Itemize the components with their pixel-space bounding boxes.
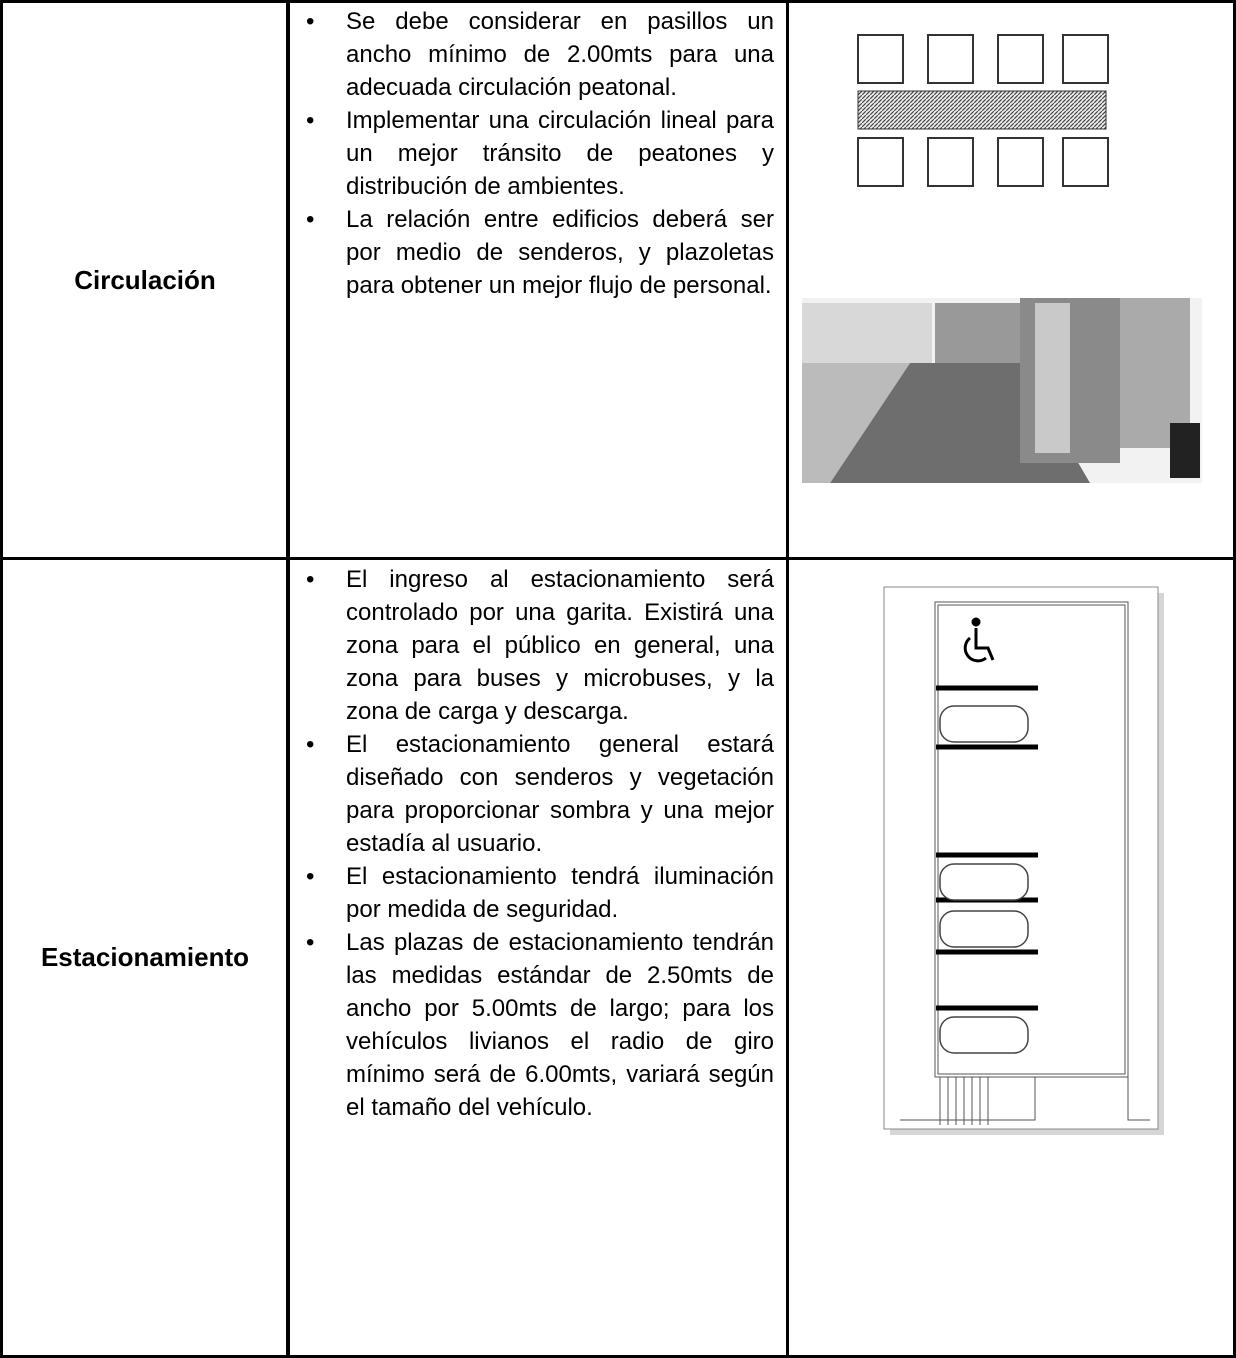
parking-plan	[883, 586, 1164, 1135]
border	[0, 1355, 1236, 1358]
border	[0, 0, 3, 1358]
border	[0, 557, 1236, 560]
bullet-item: La relación entre edificios deberá ser p…	[298, 203, 774, 302]
bullet-item: El estacionamiento general estará diseña…	[298, 728, 774, 860]
border	[286, 0, 290, 1358]
bullet-item: El estacionamiento tendrá iluminación po…	[298, 860, 774, 926]
bullet-item: Las plazas de estacionamiento tendrán la…	[298, 926, 774, 1124]
border	[0, 0, 1236, 3]
bullet-item: Implementar una circulación lineal para …	[298, 104, 774, 203]
border	[786, 0, 789, 1358]
bullet-item: El ingreso al estacionamiento será contr…	[298, 563, 774, 728]
border	[1233, 0, 1236, 1358]
bullet-item: Se debe considerar en pasillos un ancho …	[298, 5, 774, 104]
row-label: Estacionamiento	[40, 942, 250, 972]
bullet-list: Se debe considerar en pasillos un ancho …	[298, 5, 774, 302]
bullet-list: El ingreso al estacionamiento será contr…	[298, 563, 774, 1124]
row-label: Circulación	[74, 264, 216, 295]
circulation-images	[802, 34, 1202, 483]
